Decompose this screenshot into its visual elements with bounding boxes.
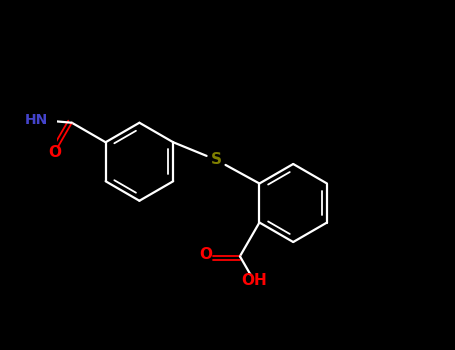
Text: S: S	[211, 152, 222, 167]
Text: O: O	[48, 145, 61, 160]
Text: O: O	[200, 247, 212, 262]
Text: OH: OH	[241, 273, 267, 288]
Text: HN: HN	[24, 113, 48, 127]
